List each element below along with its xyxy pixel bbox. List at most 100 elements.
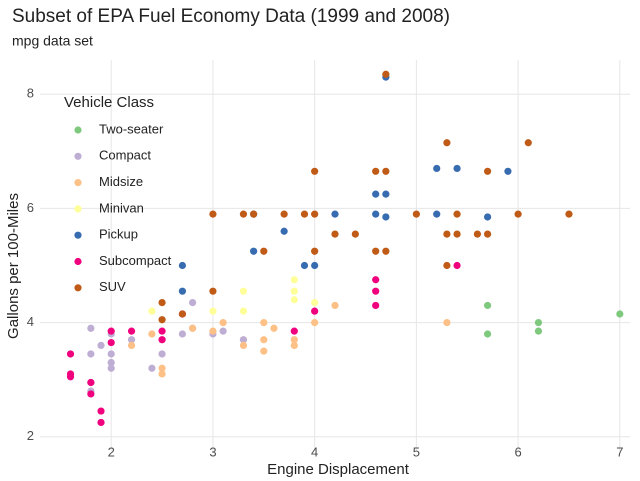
point <box>311 261 319 270</box>
x-tick-label: 7 <box>616 444 623 459</box>
point <box>483 330 492 338</box>
legend-label: Subcompact <box>99 253 172 268</box>
y-axis-label: Gallons per 100-Miles <box>5 193 22 339</box>
point <box>260 336 268 344</box>
point <box>290 296 298 304</box>
point <box>453 164 461 173</box>
legend-swatch <box>74 257 82 266</box>
legend-swatch <box>74 205 82 213</box>
chart-title: Subset of EPA Fuel Economy Data (1999 an… <box>12 6 450 27</box>
point <box>280 227 288 235</box>
x-tick-label: 4 <box>311 444 318 459</box>
point <box>178 310 187 318</box>
point <box>188 324 197 332</box>
point <box>372 190 380 198</box>
point <box>107 338 115 347</box>
point <box>66 350 75 358</box>
legend-label: Two-seater <box>99 121 164 136</box>
point <box>443 318 451 327</box>
point <box>443 139 451 147</box>
point <box>311 210 319 218</box>
point <box>290 276 298 284</box>
points <box>66 70 624 427</box>
point <box>433 164 441 173</box>
point <box>351 230 359 238</box>
point <box>311 247 319 255</box>
point <box>107 364 115 372</box>
legend: Vehicle Class Two-seater Compact Midsize Min… <box>64 94 172 294</box>
legend-title: Vehicle Class <box>64 94 154 111</box>
point <box>127 336 136 344</box>
legend-swatch <box>74 152 82 160</box>
point <box>443 230 451 238</box>
point <box>331 301 339 310</box>
point <box>412 210 420 218</box>
point <box>270 324 278 332</box>
point <box>239 336 248 344</box>
point <box>107 358 115 367</box>
point <box>148 364 156 372</box>
point <box>97 407 105 415</box>
point <box>372 210 380 218</box>
point <box>148 330 156 338</box>
point <box>87 390 95 398</box>
point <box>382 247 390 255</box>
point <box>188 298 197 307</box>
point <box>250 247 258 255</box>
point <box>209 327 217 335</box>
point <box>97 418 105 427</box>
y-tick-label: 8 <box>27 86 34 101</box>
point <box>158 327 166 335</box>
point <box>453 261 461 270</box>
point <box>524 139 532 147</box>
point <box>97 341 105 350</box>
grid <box>40 60 630 451</box>
x-tick-label: 5 <box>413 444 420 459</box>
point <box>209 307 217 315</box>
point <box>372 276 380 284</box>
point <box>290 287 298 295</box>
point <box>107 350 115 358</box>
point <box>331 210 339 218</box>
point <box>616 310 624 318</box>
point <box>158 370 166 378</box>
point <box>260 247 268 255</box>
point <box>514 210 522 218</box>
point <box>239 210 248 218</box>
point <box>209 287 217 295</box>
point <box>219 327 227 335</box>
point <box>209 210 217 218</box>
point <box>178 261 187 270</box>
y-tick-label: 2 <box>27 428 34 443</box>
point <box>300 261 309 270</box>
legend-swatch <box>74 126 82 134</box>
point <box>250 210 258 218</box>
legend-swatch <box>74 179 82 187</box>
legend-swatch <box>74 231 82 239</box>
point <box>127 341 136 350</box>
legend-label: Midsize <box>99 174 143 189</box>
point <box>483 301 492 310</box>
legend-label: Compact <box>99 148 151 163</box>
point <box>433 210 441 218</box>
legend-swatch <box>74 284 82 292</box>
point <box>372 247 380 255</box>
point <box>239 287 248 295</box>
x-tick-label: 3 <box>209 444 216 459</box>
point <box>311 307 319 315</box>
point <box>107 327 115 335</box>
y-tick-label: 4 <box>27 314 34 329</box>
point <box>290 327 298 335</box>
point <box>178 287 187 295</box>
point <box>534 318 543 327</box>
x-axis-label: Engine Displacement <box>267 461 410 478</box>
point <box>483 213 492 221</box>
legend-label: SUV <box>99 279 126 294</box>
x-tick-label: 2 <box>108 444 115 459</box>
point <box>453 210 461 218</box>
point <box>382 167 390 175</box>
point <box>87 378 95 387</box>
point <box>290 336 298 344</box>
point <box>372 287 380 295</box>
